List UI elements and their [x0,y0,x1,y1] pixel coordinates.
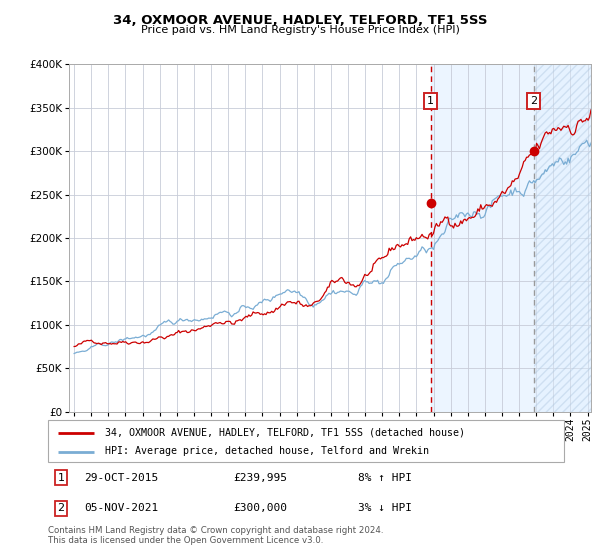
Text: 34, OXMOOR AVENUE, HADLEY, TELFORD, TF1 5SS: 34, OXMOOR AVENUE, HADLEY, TELFORD, TF1 … [113,14,487,27]
Text: 34, OXMOOR AVENUE, HADLEY, TELFORD, TF1 5SS (detached house): 34, OXMOOR AVENUE, HADLEY, TELFORD, TF1 … [105,428,465,437]
Text: HPI: Average price, detached house, Telford and Wrekin: HPI: Average price, detached house, Telf… [105,446,429,456]
Text: 2: 2 [58,503,64,514]
FancyBboxPatch shape [48,420,564,462]
Text: 1: 1 [427,96,434,106]
Text: Price paid vs. HM Land Registry's House Price Index (HPI): Price paid vs. HM Land Registry's House … [140,25,460,35]
Text: 2: 2 [530,96,537,106]
Bar [533,64,600,412]
Text: £239,995: £239,995 [234,473,288,483]
Text: 29-OCT-2015: 29-OCT-2015 [84,473,158,483]
Text: Contains HM Land Registry data © Crown copyright and database right 2024.: Contains HM Land Registry data © Crown c… [48,526,383,535]
Bar [431,64,600,412]
Text: £300,000: £300,000 [234,503,288,514]
Text: 8% ↑ HPI: 8% ↑ HPI [358,473,412,483]
Text: This data is licensed under the Open Government Licence v3.0.: This data is licensed under the Open Gov… [48,536,323,545]
Text: 05-NOV-2021: 05-NOV-2021 [84,503,158,514]
Text: 3% ↓ HPI: 3% ↓ HPI [358,503,412,514]
Text: 1: 1 [58,473,64,483]
